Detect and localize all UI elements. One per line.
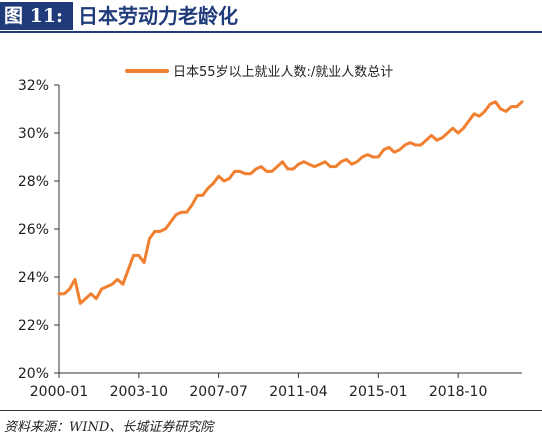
y-tick-label: 32% <box>18 78 49 94</box>
source-note: 资料来源：WIND、长城证券研究院 <box>4 420 214 435</box>
x-tick-label: 2000-01 <box>30 384 89 400</box>
y-tick-label: 24% <box>18 270 49 286</box>
line-chart: 日本55岁以上就业人数:/就业人数总计 20% 22% 24% 26% 28% 30% 32%… <box>18 65 524 400</box>
y-tick-label: 22% <box>18 318 49 334</box>
figure-number: 图 11: <box>0 2 73 30</box>
legend-label: 日本55岁以上就业人数:/就业人数总计 <box>173 65 393 80</box>
series-line <box>57 100 524 305</box>
y-tick-label: 20% <box>18 366 49 382</box>
x-tick-label: 2003-10 <box>110 384 169 400</box>
source-rule <box>0 410 542 411</box>
x-tick-label: 2011-04 <box>269 384 328 400</box>
header-rule <box>0 31 542 33</box>
figure-header: 图 11: 日本劳动力老龄化 <box>0 0 542 33</box>
x-tick-label: 2018-10 <box>429 384 488 400</box>
x-tick-label: 2015-01 <box>349 384 408 400</box>
y-tick-label: 28% <box>18 174 49 190</box>
y-tick-label: 26% <box>18 222 49 238</box>
x-tick-label: 2007-07 <box>189 384 248 400</box>
figure-title: 日本劳动力老龄化 <box>78 4 238 28</box>
y-tick-label: 30% <box>18 126 49 142</box>
